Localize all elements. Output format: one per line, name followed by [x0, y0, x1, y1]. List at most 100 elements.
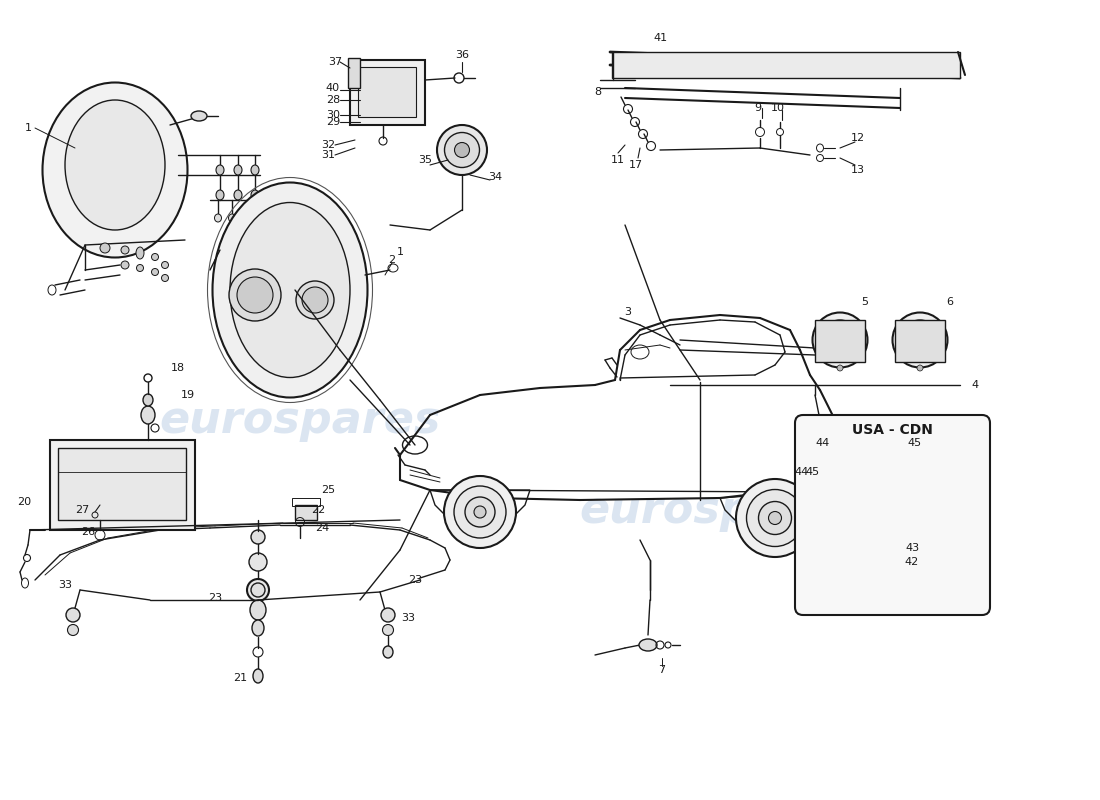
Ellipse shape — [229, 214, 235, 222]
Ellipse shape — [100, 243, 110, 253]
Ellipse shape — [214, 214, 221, 222]
Text: 5: 5 — [861, 297, 869, 307]
Ellipse shape — [143, 394, 153, 406]
Text: eurospares: eurospares — [160, 398, 441, 442]
Ellipse shape — [251, 190, 258, 200]
Ellipse shape — [66, 608, 80, 622]
Text: 35: 35 — [418, 155, 432, 165]
Text: eurospares: eurospares — [580, 489, 860, 531]
Text: 26: 26 — [81, 527, 95, 537]
Ellipse shape — [216, 190, 224, 200]
Ellipse shape — [216, 165, 224, 175]
Text: 17: 17 — [629, 160, 644, 170]
Text: 9: 9 — [755, 103, 761, 113]
Ellipse shape — [454, 486, 506, 538]
Text: 32: 32 — [321, 140, 336, 150]
Text: 27: 27 — [75, 505, 89, 515]
Text: 44: 44 — [816, 438, 831, 448]
Ellipse shape — [296, 281, 334, 319]
Ellipse shape — [437, 125, 487, 175]
Ellipse shape — [383, 646, 393, 658]
Ellipse shape — [250, 600, 266, 620]
Ellipse shape — [830, 330, 850, 350]
Ellipse shape — [121, 261, 129, 269]
Text: 13: 13 — [851, 165, 865, 175]
Ellipse shape — [639, 639, 657, 651]
Ellipse shape — [444, 476, 516, 548]
Text: 25: 25 — [321, 485, 336, 495]
Text: 23: 23 — [208, 593, 222, 603]
Ellipse shape — [67, 625, 78, 635]
Ellipse shape — [191, 111, 207, 121]
Ellipse shape — [915, 485, 945, 515]
Bar — [895, 320, 945, 362]
Ellipse shape — [454, 142, 470, 158]
Ellipse shape — [242, 214, 250, 222]
Text: 36: 36 — [455, 50, 469, 60]
Text: 8: 8 — [594, 87, 602, 97]
Text: 45: 45 — [908, 438, 922, 448]
Text: USA - CDN: USA - CDN — [851, 423, 933, 437]
Ellipse shape — [253, 669, 263, 683]
Text: 41: 41 — [653, 33, 667, 43]
Ellipse shape — [136, 265, 143, 271]
Text: 11: 11 — [610, 155, 625, 165]
Text: 34: 34 — [488, 172, 502, 182]
Ellipse shape — [141, 406, 155, 424]
Ellipse shape — [65, 100, 165, 230]
Text: 6: 6 — [946, 297, 954, 307]
Ellipse shape — [152, 254, 158, 261]
Ellipse shape — [249, 553, 267, 571]
Text: 33: 33 — [58, 580, 72, 590]
Bar — [612, 52, 960, 78]
Text: 1: 1 — [396, 247, 404, 257]
Ellipse shape — [248, 579, 270, 601]
Ellipse shape — [747, 490, 803, 546]
Text: 24: 24 — [315, 523, 329, 533]
Ellipse shape — [152, 269, 158, 275]
Ellipse shape — [759, 502, 792, 534]
Ellipse shape — [212, 182, 367, 398]
Text: 30: 30 — [326, 110, 340, 120]
Text: 19: 19 — [180, 390, 195, 400]
Ellipse shape — [302, 287, 328, 313]
Bar — [50, 440, 195, 530]
Ellipse shape — [444, 133, 480, 167]
Ellipse shape — [236, 277, 273, 313]
Text: 23: 23 — [408, 575, 422, 585]
Bar — [350, 60, 425, 125]
Ellipse shape — [910, 330, 930, 350]
Text: 42: 42 — [905, 557, 920, 567]
Bar — [292, 498, 320, 506]
Ellipse shape — [837, 365, 843, 371]
Text: 44: 44 — [795, 467, 810, 477]
Text: 20: 20 — [16, 497, 31, 507]
Text: 18: 18 — [170, 363, 185, 373]
Text: 3: 3 — [625, 307, 631, 317]
Ellipse shape — [121, 246, 129, 254]
Bar — [815, 320, 865, 362]
Ellipse shape — [251, 530, 265, 544]
Text: 4: 4 — [971, 380, 979, 390]
Ellipse shape — [474, 506, 486, 518]
Text: 37: 37 — [328, 57, 342, 67]
Ellipse shape — [892, 313, 947, 367]
Text: 1: 1 — [24, 123, 32, 133]
Ellipse shape — [43, 82, 187, 258]
Text: 31: 31 — [321, 150, 336, 160]
Ellipse shape — [920, 490, 940, 510]
Ellipse shape — [917, 365, 923, 371]
Text: 33: 33 — [402, 613, 415, 623]
Text: 28: 28 — [326, 95, 340, 105]
Ellipse shape — [230, 202, 350, 378]
Text: 29: 29 — [326, 117, 340, 127]
Text: 7: 7 — [659, 665, 666, 675]
Bar — [848, 480, 910, 530]
Bar — [58, 448, 186, 520]
Bar — [348, 58, 360, 88]
Text: 12: 12 — [851, 133, 865, 143]
Text: 45: 45 — [805, 467, 820, 477]
Ellipse shape — [162, 262, 168, 269]
Bar — [295, 505, 317, 520]
Ellipse shape — [900, 320, 940, 360]
